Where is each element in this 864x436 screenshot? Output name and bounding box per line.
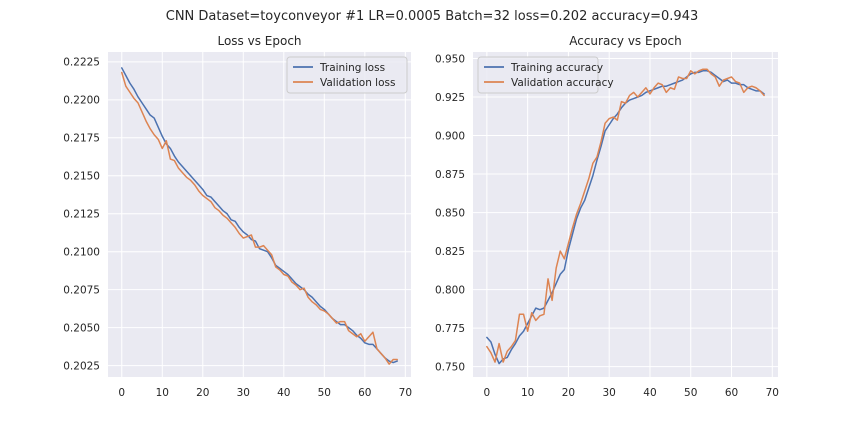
accuracy-series-line-validation <box>486 68 765 363</box>
loss-y-tick-label: 0.2200 <box>63 95 100 107</box>
accuracy-x-tick-label: 30 <box>603 387 616 399</box>
accuracy-y-tick-label: 0.900 <box>435 130 465 142</box>
accuracy-x-tick-label: 70 <box>766 387 779 399</box>
accuracy-x-tick-label: 50 <box>684 387 697 399</box>
loss-y-tick-label: 0.2225 <box>63 57 100 69</box>
loss-chart: 0 10 20 30 40 50 60 70 0.2025 0.2050 0.2075 0.2100 0… <box>63 34 412 399</box>
accuracy-y-tick-label: 0.875 <box>435 169 465 181</box>
loss-series-line-validation <box>121 71 398 365</box>
accuracy-x-tick-label: 10 <box>521 387 534 399</box>
loss-plot-area <box>108 52 411 377</box>
loss-x-tick-label: 30 <box>237 387 250 399</box>
loss-x-tick-label: 40 <box>277 387 290 399</box>
accuracy-y-tick-label: 0.750 <box>435 361 465 373</box>
loss-x-tick-label: 20 <box>196 387 209 399</box>
accuracy-y-tick-label: 0.850 <box>435 207 465 219</box>
loss-x-tick-label: 10 <box>156 387 169 399</box>
accuracy-y-tick-label: 0.800 <box>435 284 465 296</box>
accuracy-chart-title: Accuracy vs Epoch <box>569 34 682 48</box>
loss-y-tick-label: 0.2100 <box>63 247 100 259</box>
loss-x-tick-label: 70 <box>399 387 412 399</box>
loss-y-tick-label: 0.2175 <box>63 133 100 145</box>
loss-y-tick-label: 0.2125 <box>63 209 100 221</box>
loss-legend <box>286 56 408 94</box>
loss-y-tick-label: 0.2025 <box>63 360 100 372</box>
loss-y-tick-label: 0.2050 <box>63 322 100 334</box>
loss-chart-title: Loss vs Epoch <box>217 34 301 48</box>
accuracy-x-tick-label: 0 <box>484 387 491 399</box>
accuracy-chart: 0 10 20 30 40 50 60 70 0.750 0.775 0.800 0.825 0.850… <box>435 34 779 399</box>
accuracy-y-tick-label: 0.925 <box>435 92 465 104</box>
loss-legend-label: Validation loss <box>320 77 395 89</box>
accuracy-legend-label: Validation accuracy <box>511 77 614 89</box>
accuracy-legend-label: Training accuracy <box>510 62 603 74</box>
accuracy-x-tick-label: 40 <box>643 387 656 399</box>
loss-y-tick-label: 0.2150 <box>63 171 100 183</box>
accuracy-legend <box>477 56 599 94</box>
accuracy-plot-area <box>473 52 778 377</box>
accuracy-y-tick-label: 0.950 <box>435 53 465 65</box>
figure-suptitle: CNN Dataset=toyconveyor #1 LR=0.0005 Bat… <box>166 9 699 24</box>
loss-legend-label: Training loss <box>319 62 385 74</box>
loss-y-tick-label: 0.2075 <box>63 284 100 296</box>
accuracy-x-tick-label: 20 <box>562 387 575 399</box>
accuracy-y-tick-label: 0.775 <box>435 323 465 335</box>
loss-x-tick-label: 50 <box>318 387 331 399</box>
loss-x-tick-label: 60 <box>358 387 371 399</box>
accuracy-x-tick-label: 60 <box>725 387 738 399</box>
loss-x-tick-label: 0 <box>118 387 125 399</box>
accuracy-y-tick-label: 0.825 <box>435 246 465 258</box>
